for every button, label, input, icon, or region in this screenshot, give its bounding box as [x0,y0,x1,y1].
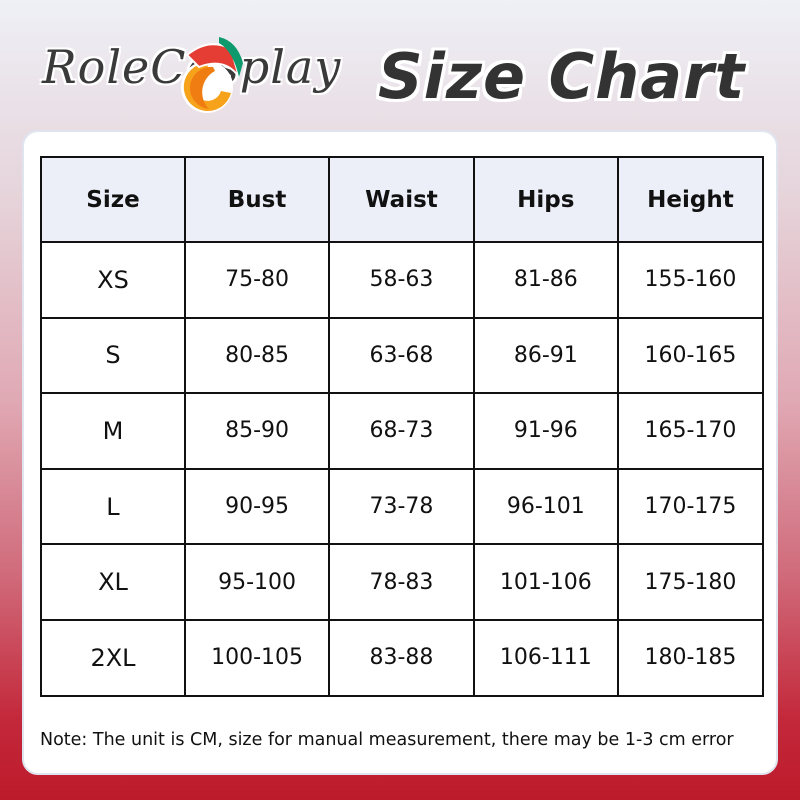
header-bust: Bust [183,156,331,243]
table-row: M 85-90 68-73 91-96 165-170 [40,392,765,470]
cell-waist: 73-78 [328,467,475,546]
cell-size: XS [40,241,186,319]
cell-size: L [40,467,186,546]
size-table: Size Bust Waist Hips Height XS 75-80 58-63… [40,156,765,697]
cell-bust: 95-100 [183,543,331,621]
cell-height: 155-160 [616,241,765,319]
cell-hips: 106-111 [472,618,619,697]
table-row: XS 75-80 58-63 81-86 155-160 [40,241,765,319]
header-hips: Hips [472,156,619,243]
cell-bust: 100-105 [183,618,331,697]
cell-bust: 80-85 [183,316,331,395]
cell-bust: 90-95 [183,467,331,546]
table-row: L 90-95 73-78 96-101 170-175 [40,467,765,546]
cell-height: 180-185 [616,618,765,697]
cell-waist: 78-83 [328,543,475,621]
cell-height: 160-165 [616,316,765,395]
cell-waist: 68-73 [328,392,475,470]
cell-size: S [40,316,186,395]
cell-hips: 81-86 [472,241,619,319]
rolecosplay-logo: RoleCosplay [42,22,341,113]
logo-mark-icon [181,37,243,113]
cell-bust: 85-90 [183,392,331,470]
header-height: Height [616,156,765,243]
cell-hips: 96-101 [472,467,619,546]
cell-waist: 63-68 [328,316,475,395]
header-size: Size [40,156,186,243]
cell-height: 175-180 [616,543,765,621]
header-waist: Waist [328,156,475,243]
cell-height: 170-175 [616,467,765,546]
cell-size: M [40,392,186,470]
cell-hips: 91-96 [472,392,619,470]
cell-size: XL [40,543,186,621]
cell-height: 165-170 [616,392,765,470]
table-header-row: Size Bust Waist Hips Height [40,156,765,243]
size-chart-card: Size Bust Waist Hips Height XS 75-80 58-63… [22,130,778,775]
cell-waist: 58-63 [328,241,475,319]
cell-hips: 101-106 [472,543,619,621]
cell-size: 2XL [40,618,186,697]
page-title: Size Chart [378,40,746,113]
table-row: S 80-85 63-68 86-91 160-165 [40,316,765,395]
table-row: 2XL 100-105 83-88 106-111 180-185 [40,618,765,697]
table-row: XL 95-100 78-83 101-106 175-180 [40,543,765,621]
header: RoleCosplay Size Chart [0,0,800,130]
cell-waist: 83-88 [328,618,475,697]
cell-bust: 75-80 [183,241,331,319]
measurement-note: Note: The unit is CM, size for manual me… [40,730,734,750]
cell-hips: 86-91 [472,316,619,395]
